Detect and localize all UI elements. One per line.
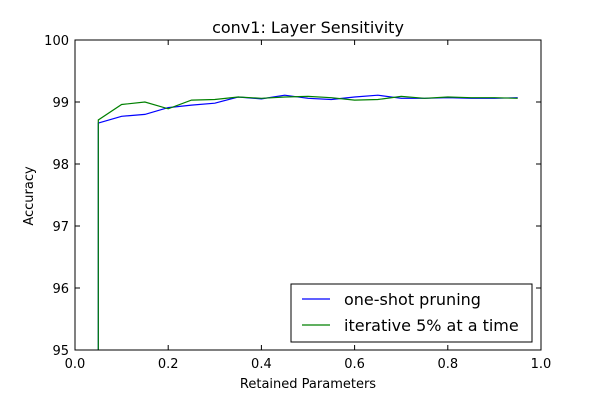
legend-label-1: one-shot pruning — [344, 290, 481, 309]
y-tick-label: 99 — [52, 96, 69, 111]
x-axis-label: Retained Parameters — [240, 377, 376, 392]
x-tick-label: 0.4 — [251, 357, 272, 372]
legend-label-2: iterative 5% at a time — [344, 316, 519, 335]
y-tick-label: 96 — [52, 282, 69, 297]
x-tick-label: 1.0 — [531, 357, 552, 372]
series-line-2 — [97, 95, 518, 350]
y-tick-label: 100 — [44, 34, 69, 49]
ticks-layer: 0.0 0.2 0.4 0.6 0.8 1.0 95 96 97 98 99 100 — [44, 34, 551, 372]
y-tick-label: 95 — [52, 344, 69, 359]
chart-title: conv1: Layer Sensitivity — [212, 18, 404, 37]
x-tick-label: 0.6 — [344, 357, 365, 372]
x-tick-label: 0.2 — [158, 357, 179, 372]
y-tick-label: 98 — [52, 158, 69, 173]
y-axis-label: Accuracy — [22, 166, 37, 226]
series-layer — [97, 94, 518, 350]
y-tick-label: 97 — [52, 220, 69, 235]
x-tick-label: 0.0 — [65, 357, 86, 372]
plot-frame — [74, 39, 542, 351]
x-tick-label: 0.8 — [437, 357, 458, 372]
legend: one-shot pruning iterative 5% at a time — [290, 283, 533, 343]
legend-box — [290, 283, 533, 343]
